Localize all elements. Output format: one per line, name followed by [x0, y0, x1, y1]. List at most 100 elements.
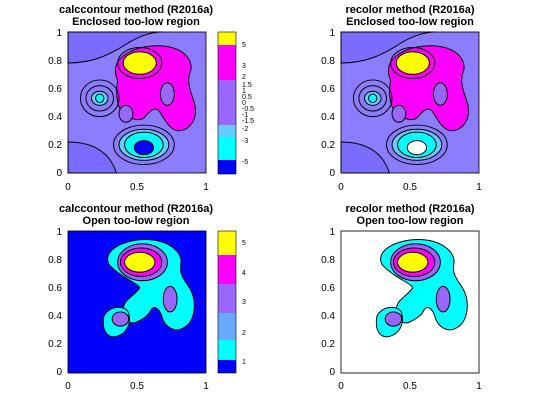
panel-1-ytick-1: 0.2: [48, 140, 62, 151]
panel-2: recolor method (R2016a) Enclosed too-low…: [321, 4, 482, 193]
panel-1-axes-box: [67, 31, 207, 174]
panel-2-ytick-5: 1: [329, 28, 335, 39]
panel-1-colorbar-seg-lightblue: [218, 125, 236, 137]
panel-1-xtick-0: 0: [65, 182, 71, 193]
panel-3-ytick-5: 1: [56, 227, 62, 238]
panel-1-ytick-0: 0: [56, 168, 62, 179]
panel-1-neg-ring-1: [79, 79, 120, 118]
panel-3: calccontour method (R2016a) Open too-low…: [48, 203, 246, 392]
panel-4-title-line1: recolor method (R2016a): [346, 203, 475, 215]
panel-1-neg-core-left: [95, 93, 105, 103]
cb1-tick-1: 1: [242, 88, 246, 95]
panel-3-colorbar-seg-cyan: [218, 340, 236, 360]
panel-1-peak: [122, 51, 157, 75]
cb3-tick-1: 1: [242, 359, 246, 366]
cb1-tick-neg5: -5: [242, 159, 248, 166]
panel-2-neg-ring-4: [386, 124, 448, 166]
cb1-tick-neg0-5: -0.5: [242, 106, 254, 113]
panel-4-xtick-2: 1: [476, 381, 482, 392]
panel-2-small-bump: [391, 104, 407, 123]
panel-1-neg-ring-4: [113, 124, 175, 166]
panel-2-ytick-3: 0.6: [321, 84, 335, 95]
cb1-tick-neg1-5: -1.5: [242, 118, 254, 125]
panel-4-ytick-2: 0.4: [321, 311, 335, 322]
panel-1-title-line2: Enclosed too-low region: [72, 16, 200, 28]
panel-3-colorbar-box: [217, 230, 237, 374]
panel-2-xtick-0: 0: [338, 182, 344, 193]
panel-1-xtick-2: 1: [203, 182, 209, 193]
panel-1-colorbar-seg-blue: [218, 160, 236, 174]
cb3-tick-2: 2: [242, 330, 246, 337]
panel-2-title-line2: Enclosed too-low region: [346, 16, 474, 28]
panel-3-ytick-3: 0.6: [48, 283, 62, 294]
panel-4-small-bump: [384, 311, 403, 327]
panel-3-ytick-4: 0.8: [48, 255, 62, 266]
panel-2-axes-box: [340, 31, 480, 174]
cb1-tick-neg3: -3: [242, 138, 248, 145]
panel-4-axes-box: [340, 230, 480, 374]
panel-3-colorbar-seg-magenta: [218, 255, 236, 284]
panel-3-xtick-2: 1: [203, 381, 209, 392]
panel-4-ticks: 0 0.5 1 0 0.2 0.4 0.6 0.8 1: [321, 227, 482, 392]
panel-4-peak: [397, 251, 429, 273]
panel-3-xtick-1: 0.5: [130, 381, 144, 392]
panel-1-too-low-region: [133, 140, 155, 156]
panel-2-ytick-2: 0.4: [321, 112, 335, 123]
panel-3-ticks: 0 0.5 1 0 0.2 0.4 0.6 0.8 1: [48, 227, 209, 392]
panel-1-neg-ring-2: [85, 85, 115, 112]
panel-4-ytick-1: 0.2: [321, 339, 335, 350]
panel-3-xtick-0: 0: [65, 381, 71, 392]
cb1-tick-3: 3: [242, 63, 246, 70]
panel-1-ytick-2: 0.4: [48, 112, 62, 123]
panel-3-ytick-1: 0.2: [48, 339, 62, 350]
panel-4-ytick-4: 0.8: [321, 255, 335, 266]
panel-4-xtick-0: 0: [338, 381, 344, 392]
cb3-tick-4: 4: [242, 270, 246, 277]
panel-4-plot: [340, 230, 480, 374]
panel-1-side-bump: [159, 82, 175, 106]
cb1-tick-neg2: -2: [242, 126, 248, 133]
panel-2-neg-core-left: [368, 93, 378, 103]
panel-2-title-line1: recolor method (R2016a): [346, 4, 475, 16]
panel-2-contour-ring: [390, 47, 436, 80]
panel-3-side-bump: [162, 285, 178, 313]
panel-1-ytick-4: 0.8: [48, 56, 62, 67]
panel-3-colorbar: 5 4 3 2 1: [217, 230, 246, 374]
panel-2-ytick-1: 0.2: [321, 140, 335, 151]
panel-3-title-line2: Open too-low region: [83, 215, 190, 227]
panel-4-xtick-1: 0.5: [403, 381, 417, 392]
panel-2-ytick-0: 0: [329, 168, 335, 179]
panel-2-neg-ring-2: [358, 85, 388, 112]
panel-1-colorbar-seg-yellow: [218, 32, 236, 45]
panel-1-ticks: 0 0.5 1 0 0.2 0.4 0.6 0.8 1: [48, 28, 209, 193]
panel-4-ytick-0: 0: [329, 367, 335, 378]
panel-1-contour-ring: [117, 47, 163, 80]
panel-1-small-bump: [118, 104, 134, 123]
panel-3-small-bump: [111, 311, 130, 327]
panel-1-colorbar-seg-magenta: [218, 45, 236, 80]
panel-3-title-line1: calccontour method (R2016a): [59, 203, 213, 215]
panel-3-colorbar-seg-blue: [218, 360, 236, 373]
panel-1: calccontour method (R2016a) Enclosed too…: [48, 4, 254, 193]
panel-3-colorbar-seg-lightblue: [218, 313, 236, 340]
cb1-tick-2: 2: [242, 74, 246, 81]
cb3-tick-3: 3: [242, 299, 246, 306]
cb1-tick-5: 5: [242, 42, 246, 49]
panel-3-colorbar-seg-purple: [218, 284, 236, 313]
panel-2-ytick-4: 0.8: [321, 56, 335, 67]
panel-2-xtick-2: 1: [476, 182, 482, 193]
panel-1-plot: [67, 31, 207, 174]
panel-1-colorbar-seg-cyan: [218, 137, 236, 160]
panel-2-ticks: 0 0.5 1 0 0.2 0.4 0.6 0.8 1: [321, 28, 482, 193]
panel-2-xtick-1: 0.5: [403, 182, 417, 193]
cb1-tick-0: 0: [242, 100, 246, 107]
panel-4-ytick-3: 0.6: [321, 283, 335, 294]
panel-1-colorbar-box: [217, 31, 237, 175]
panel-3-ytick-2: 0.4: [48, 311, 62, 322]
panel-2-peak: [395, 51, 430, 75]
panel-4-side-bump: [435, 285, 451, 313]
panel-2-neg-ring-1: [352, 79, 393, 118]
panel-1-ytick-5: 1: [56, 28, 62, 39]
